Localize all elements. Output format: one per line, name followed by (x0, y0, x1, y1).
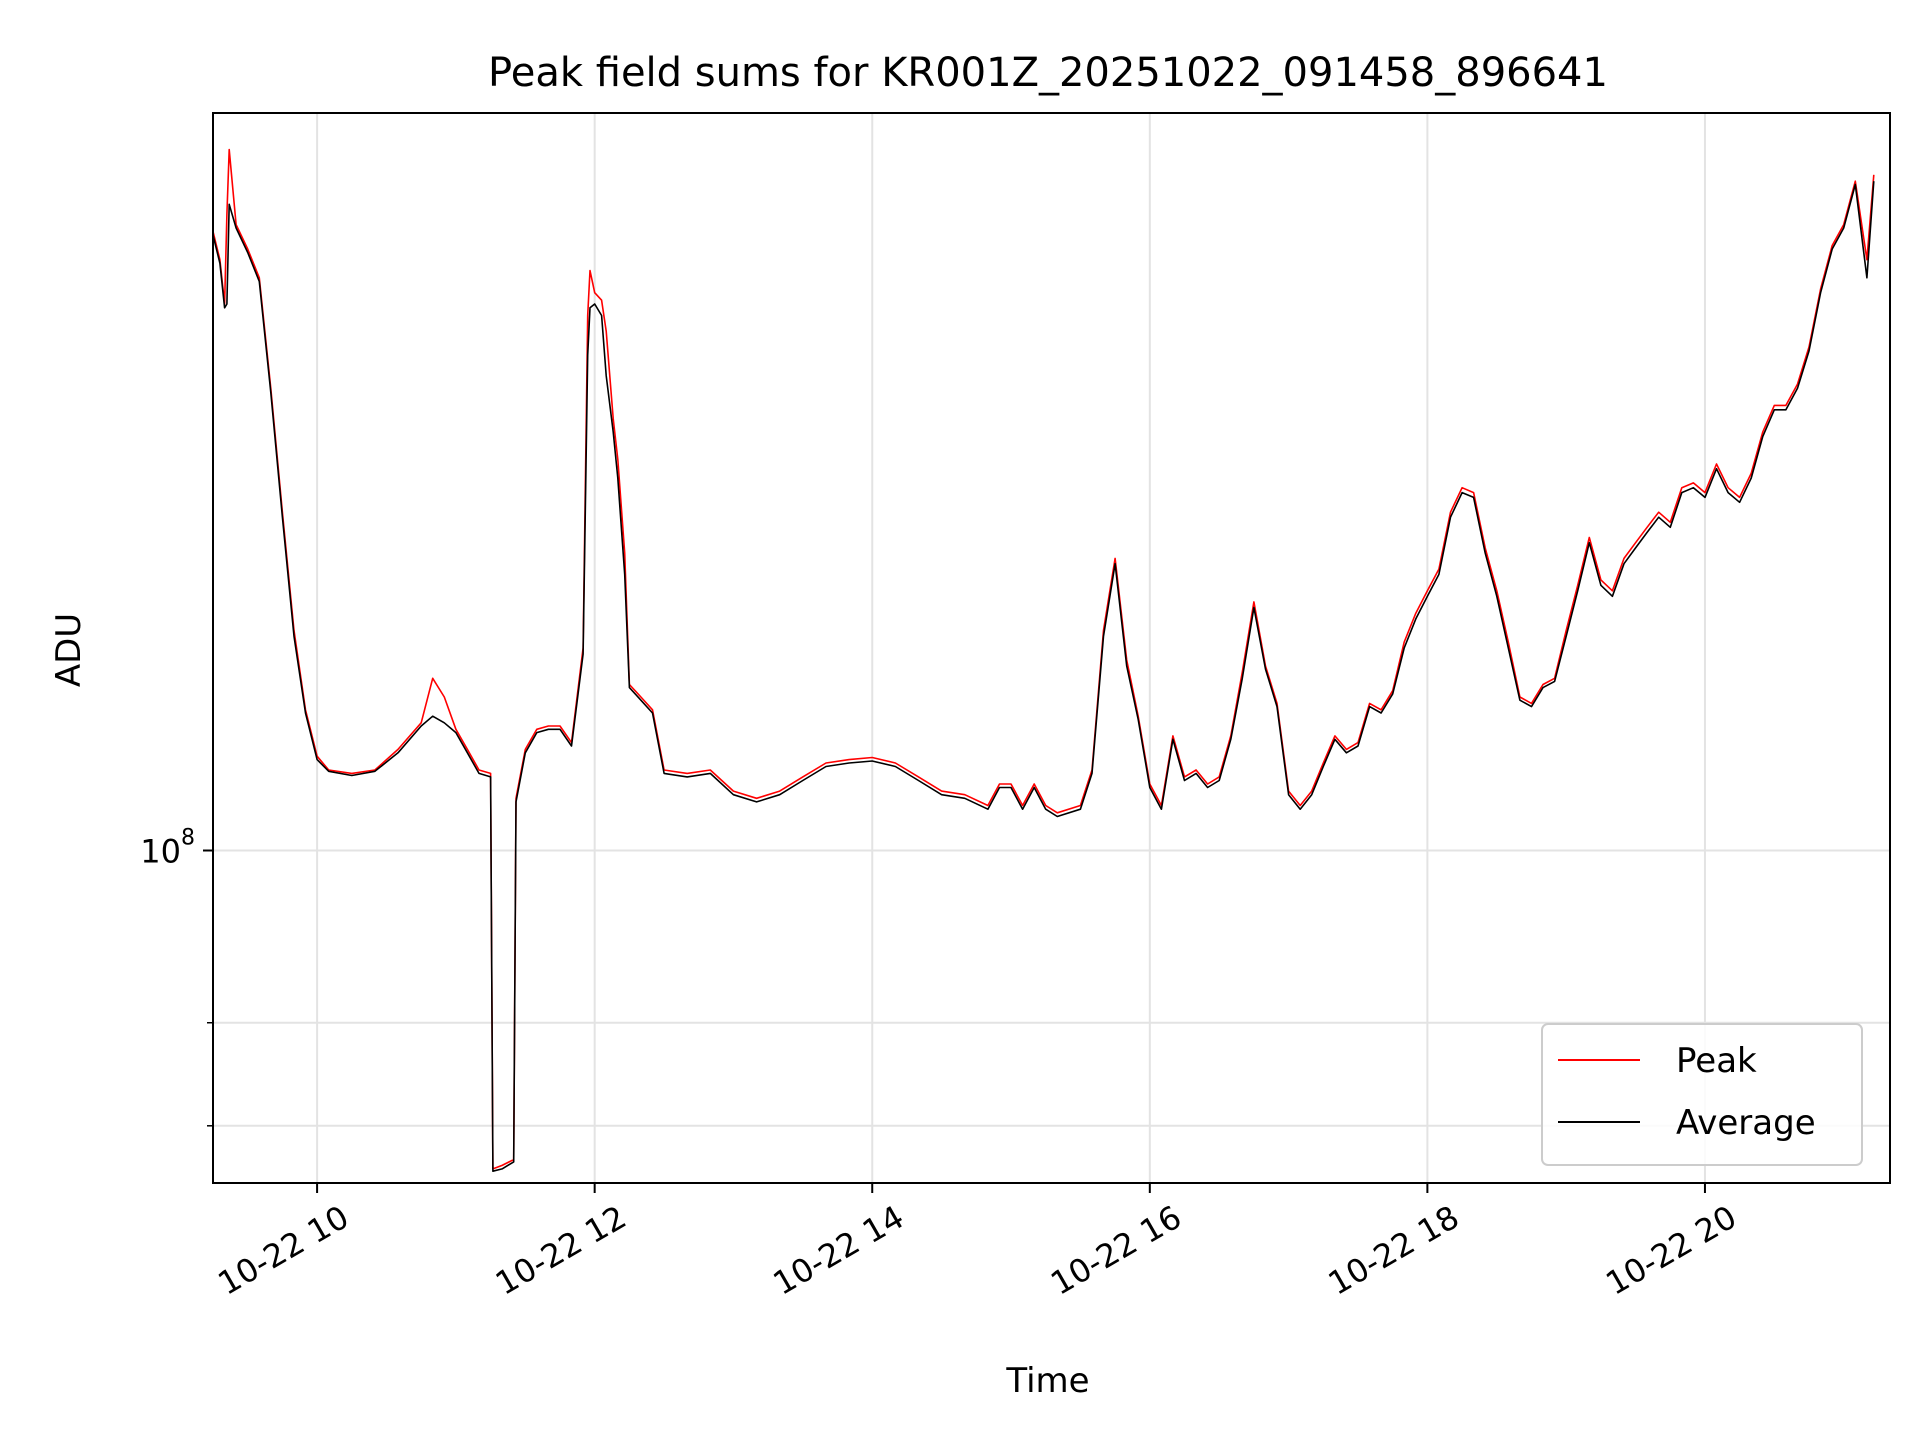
legend: Peak Average (1541, 1023, 1863, 1166)
series-line-average (213, 181, 1875, 1172)
y-tick-label: 10 (140, 833, 181, 871)
series-layer (213, 148, 1875, 1172)
y-tick-label-exponent: 8 (181, 826, 195, 851)
plot-frame (212, 112, 1891, 1184)
chart-title: Peak field sums for KR001Z_20251022_0914… (488, 50, 1608, 96)
legend-label-peak: Peak (1676, 1041, 1757, 1081)
y-axis-label: ADU (49, 613, 89, 687)
x-axis-label: Time (1005, 1361, 1089, 1401)
legend-label-average: Average (1676, 1103, 1816, 1143)
